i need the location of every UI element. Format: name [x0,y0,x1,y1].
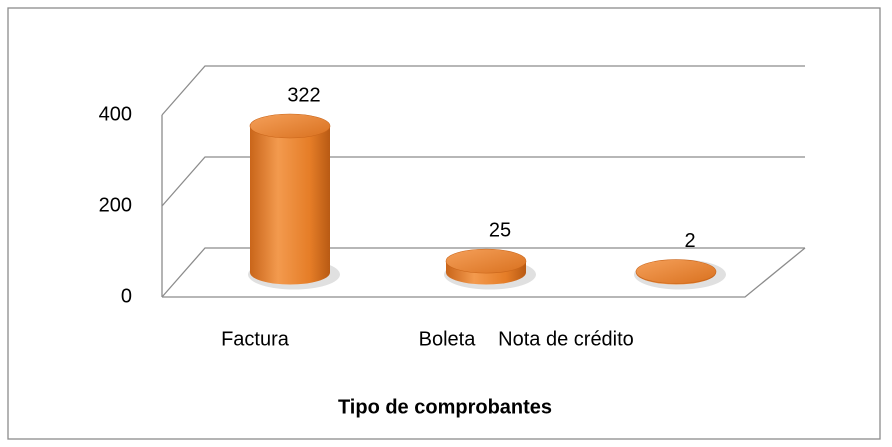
floor-edge [162,247,806,298]
grid-line [161,247,805,298]
value-label: 2 [684,230,695,252]
x-tick-label: Nota de crédito [498,328,634,350]
x-axis-title: Tipo de comprobantes [338,396,552,418]
grid-line [161,65,805,116]
x-tick-label: Boleta [419,328,477,350]
bar-top [445,248,527,274]
y-tick-label: 400 [99,103,132,125]
grid-line [161,156,805,207]
x-tick-label: Factura [221,328,290,350]
bar-top [249,113,331,139]
value-label: 322 [287,84,320,106]
y-tick-label: 200 [99,194,132,216]
chart-frame [7,7,881,440]
value-label: 25 [489,219,511,241]
bar-top [635,259,717,284]
bar [250,125,330,285]
y-tick-label: 0 [121,285,132,307]
